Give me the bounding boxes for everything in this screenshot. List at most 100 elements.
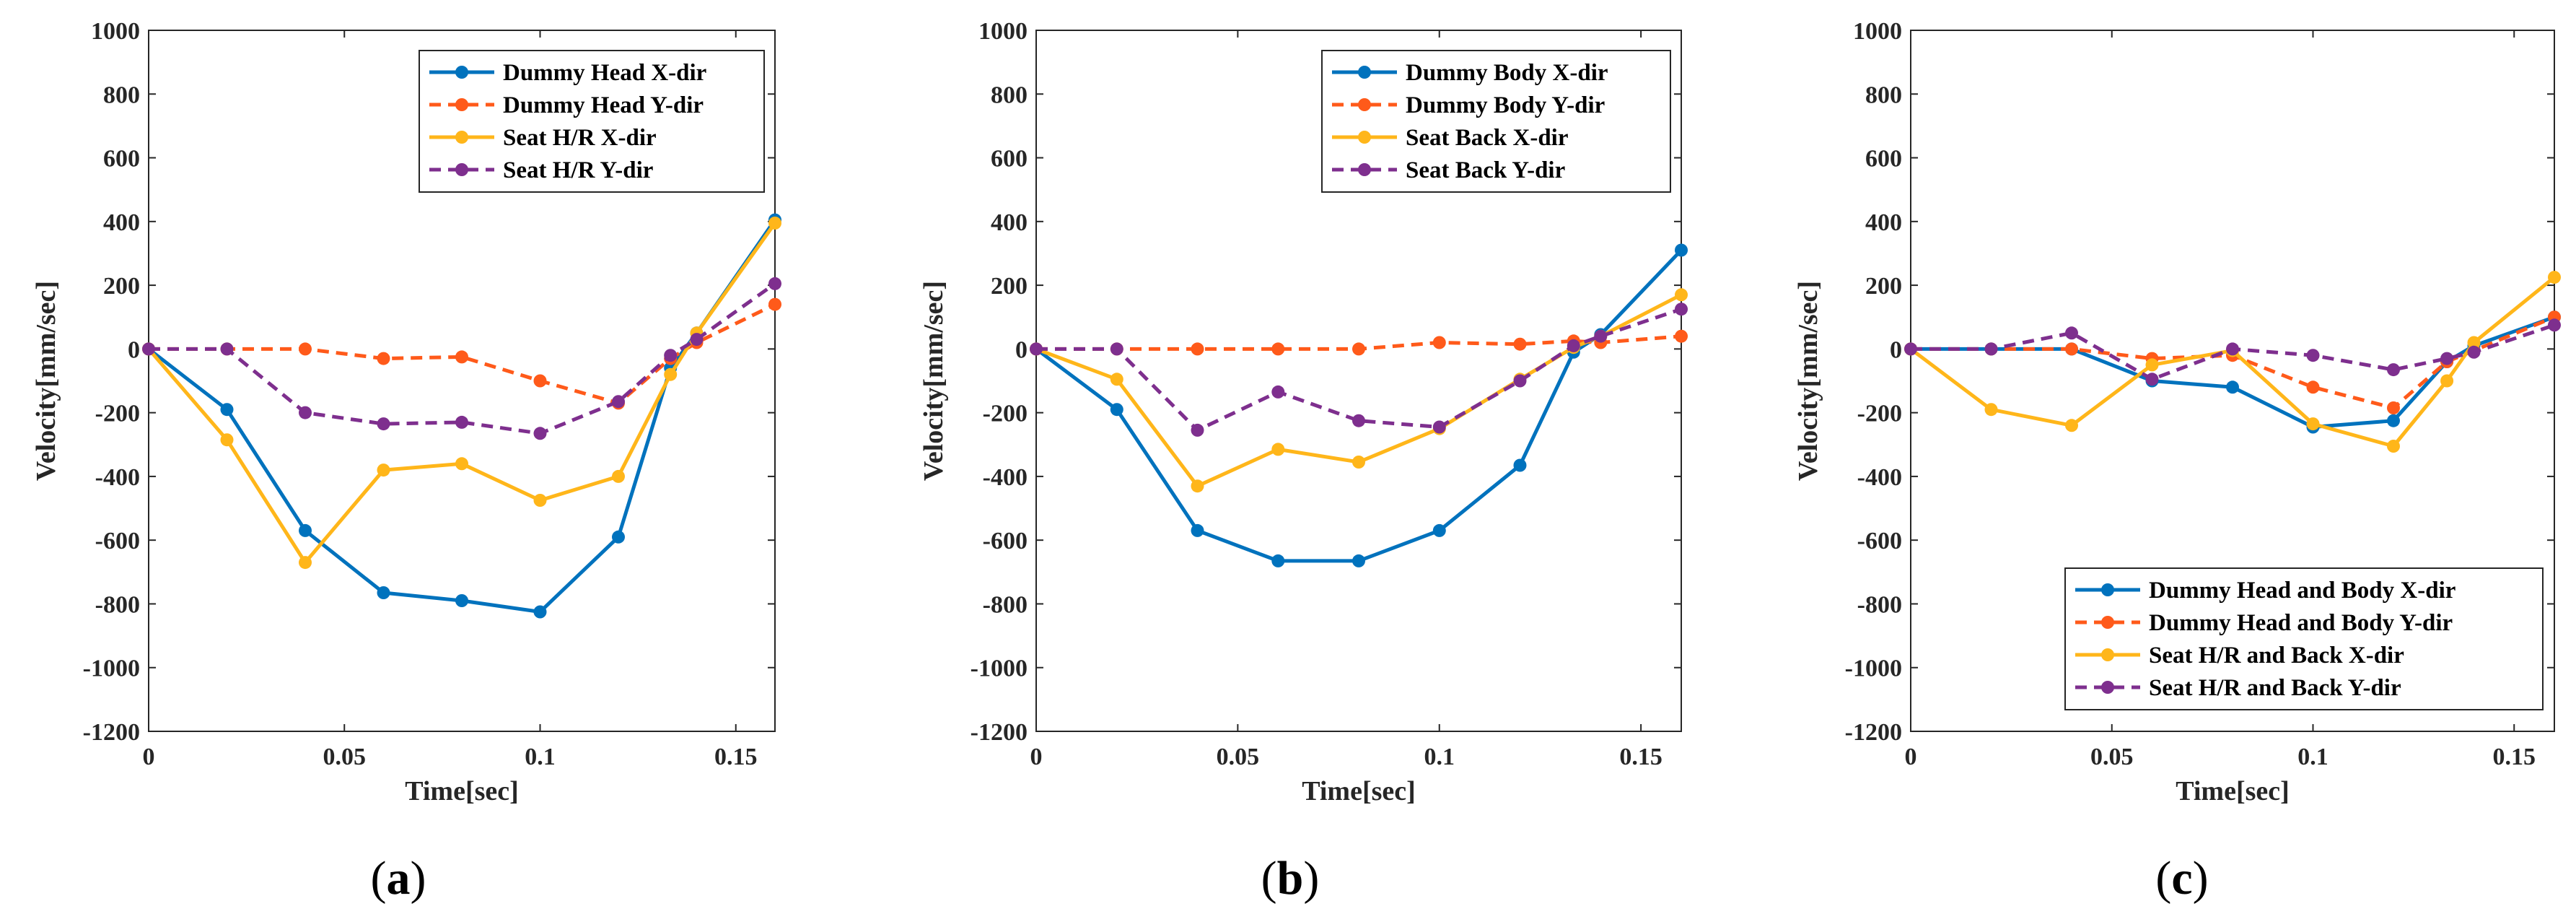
data-point: [1030, 342, 1043, 356]
y-tick-label: 400: [1865, 209, 1902, 236]
y-tick-label: -800: [983, 591, 1028, 618]
y-tick-label: 600: [1865, 146, 1902, 173]
x-tick-label: 0: [1905, 744, 1917, 770]
y-tick-label: -1000: [83, 656, 140, 682]
y-tick-label: -1200: [971, 719, 1028, 746]
legend-marker: [455, 163, 468, 176]
data-point: [220, 342, 234, 356]
data-point: [220, 403, 234, 417]
data-point: [377, 352, 390, 365]
data-point: [2440, 374, 2454, 388]
legend-label: Seat Back Y-dir: [1406, 157, 1565, 183]
data-point: [2387, 363, 2400, 377]
data-point: [1191, 342, 1204, 356]
legend-entry: Dummy Body X-dir: [1332, 60, 1608, 86]
y-tick-label: -200: [95, 401, 140, 427]
series-line: [149, 303, 776, 405]
y-tick-label: 800: [103, 82, 140, 108]
y-tick-label: 600: [991, 146, 1028, 173]
series-line: [1036, 307, 1682, 432]
y-tick-label: -600: [1857, 528, 1902, 554]
data-point: [2065, 326, 2078, 340]
x-tick-label: 0.15: [2493, 744, 2536, 770]
data-point: [612, 395, 625, 409]
data-point: [2306, 349, 2320, 362]
legend-label: Dummy Head Y-dir: [503, 92, 704, 118]
y-tick-label: -1000: [1845, 656, 1902, 682]
data-point: [2226, 380, 2239, 394]
data-point: [1271, 385, 1285, 399]
legend-entry: Dummy Head and Body X-dir: [2075, 578, 2455, 604]
y-tick-label: -800: [1857, 591, 1902, 618]
legend-label: Seat Back X-dir: [1406, 125, 1569, 151]
x-tick-label: 0.15: [1619, 744, 1662, 770]
data-point: [455, 350, 468, 364]
x-tick-label: 0: [1030, 744, 1043, 770]
data-point: [1984, 342, 1998, 356]
y-tick-label: -1200: [1845, 719, 1902, 746]
data-point: [2065, 342, 2078, 356]
legend-label: Seat H/R X-dir: [503, 125, 657, 151]
data-point: [2145, 373, 2159, 386]
legend-entry: Seat H/R and Back Y-dir: [2075, 675, 2401, 701]
data-point: [612, 469, 625, 483]
data-point: [690, 333, 704, 347]
data-point: [2226, 342, 2239, 356]
x-tick-label: 0.05: [323, 744, 367, 770]
legend-entry: Seat H/R X-dir: [429, 125, 657, 151]
legend-entry: Dummy Head Y-dir: [429, 92, 704, 118]
x-tick-label: 0.05: [1217, 744, 1260, 770]
y-tick-label: 400: [991, 209, 1028, 236]
x-tick-label: 0.1: [1424, 744, 1455, 770]
data-point: [1675, 243, 1688, 257]
data-point: [377, 417, 390, 431]
data-point: [2387, 440, 2400, 453]
y-tick-label: 0: [1015, 336, 1028, 363]
series-line: [149, 282, 776, 435]
data-point: [1271, 443, 1285, 456]
data-point: [2548, 318, 2561, 332]
data-point: [1352, 554, 1365, 567]
chart-panel-c: 1000 800 600 400 200 0 -200 -400 -600 -800 -1000 -1…: [1793, 18, 2561, 905]
data-point: [1191, 479, 1204, 493]
y-tick-label: 1000: [91, 18, 140, 45]
data-point: [612, 530, 625, 544]
legend-label: Dummy Head X-dir: [503, 60, 706, 86]
data-point: [1352, 456, 1365, 469]
data-point: [1110, 403, 1123, 417]
data-point: [1432, 336, 1446, 349]
y-tick-label: -400: [983, 464, 1028, 491]
data-point: [455, 415, 468, 429]
data-point: [1594, 329, 1608, 343]
series-line: [1909, 276, 2556, 448]
series-4: [1030, 303, 1688, 437]
y-tick-label: -600: [983, 528, 1028, 554]
data-point: [533, 374, 547, 388]
legend-label: Dummy Head and Body X-dir: [2149, 578, 2455, 604]
legend-marker: [2101, 681, 2114, 694]
data-point: [768, 217, 781, 230]
legend-marker: [1358, 131, 1371, 144]
data-point: [2548, 271, 2561, 284]
data-point: [455, 457, 468, 471]
series-line: [1911, 315, 2555, 410]
y-tick-label: -200: [983, 401, 1028, 427]
x-axis-label: Time[sec]: [405, 776, 519, 806]
data-point: [2440, 352, 2454, 365]
legend-marker: [2101, 648, 2114, 661]
data-point: [455, 594, 468, 607]
data-point: [1513, 374, 1527, 388]
y-tick-label: -400: [95, 464, 140, 491]
legend-entry: Dummy Head and Body Y-dir: [2075, 610, 2453, 636]
data-point: [2065, 419, 2078, 432]
data-point: [2306, 417, 2320, 431]
y-tick-label: 800: [1865, 82, 1902, 108]
data-point: [299, 556, 312, 570]
x-tick-label: 0: [143, 744, 155, 770]
data-point: [664, 349, 678, 362]
y-axis-label: Velocity[mm/sec]: [31, 281, 61, 481]
data-point: [768, 297, 781, 311]
legend-entry: Dummy Body Y-dir: [1332, 92, 1605, 118]
data-point: [1675, 303, 1688, 316]
